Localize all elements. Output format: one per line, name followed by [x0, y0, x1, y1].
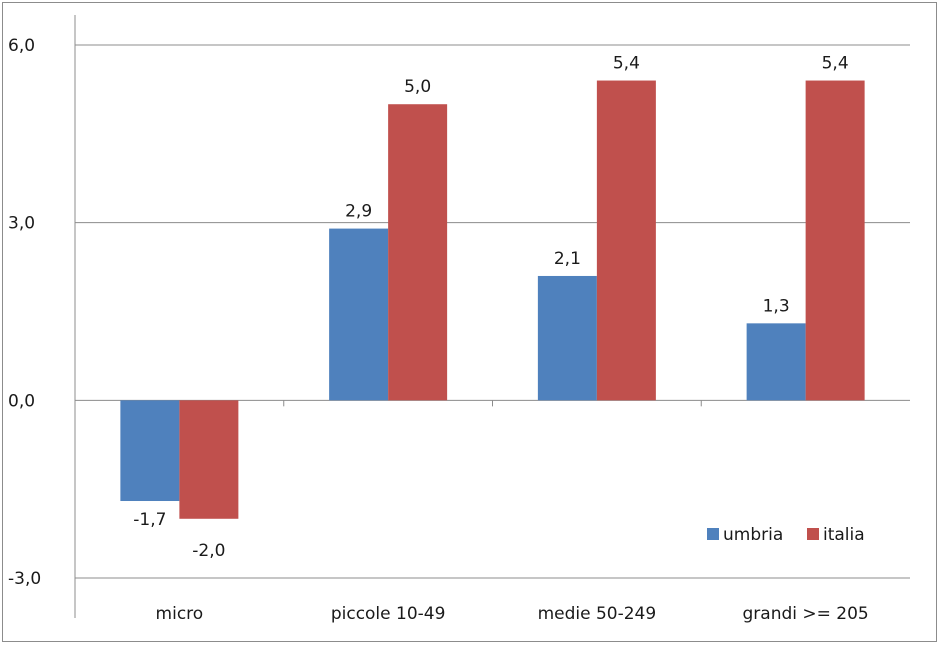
data-label: 2,1 — [554, 249, 581, 269]
data-label: 2,9 — [345, 202, 372, 222]
legend-label-umbria: umbria — [723, 525, 783, 545]
bar-italia-0 — [179, 400, 239, 519]
bar-umbria-2 — [537, 275, 597, 401]
data-label: 5,0 — [404, 77, 431, 97]
y-tick-label: 0,0 — [8, 391, 35, 411]
data-label: 1,3 — [763, 296, 790, 316]
data-label: 5,4 — [613, 54, 640, 74]
bar-umbria-1 — [329, 228, 389, 401]
x-category-label: piccole 10-49 — [331, 604, 446, 624]
bar-umbria-0 — [120, 400, 180, 502]
x-category-label: micro — [156, 604, 204, 624]
data-label: 5,4 — [822, 54, 849, 74]
bar-italia-3 — [805, 80, 865, 401]
data-label: -1,7 — [133, 510, 166, 530]
bar-italia-2 — [596, 80, 656, 401]
bar-umbria-3 — [746, 323, 806, 401]
x-category-label: medie 50-249 — [538, 604, 657, 624]
legend-label-italia: italia — [823, 525, 865, 545]
y-tick-label: 3,0 — [8, 214, 35, 234]
y-tick-label: -3,0 — [8, 569, 41, 589]
x-category-label: grandi >= 205 — [743, 604, 869, 624]
bar-italia-1 — [388, 104, 448, 401]
legend-swatch-italia — [807, 528, 819, 540]
data-label: -2,0 — [192, 541, 225, 561]
y-tick-label: 6,0 — [8, 36, 35, 56]
legend-swatch-umbria — [707, 528, 719, 540]
